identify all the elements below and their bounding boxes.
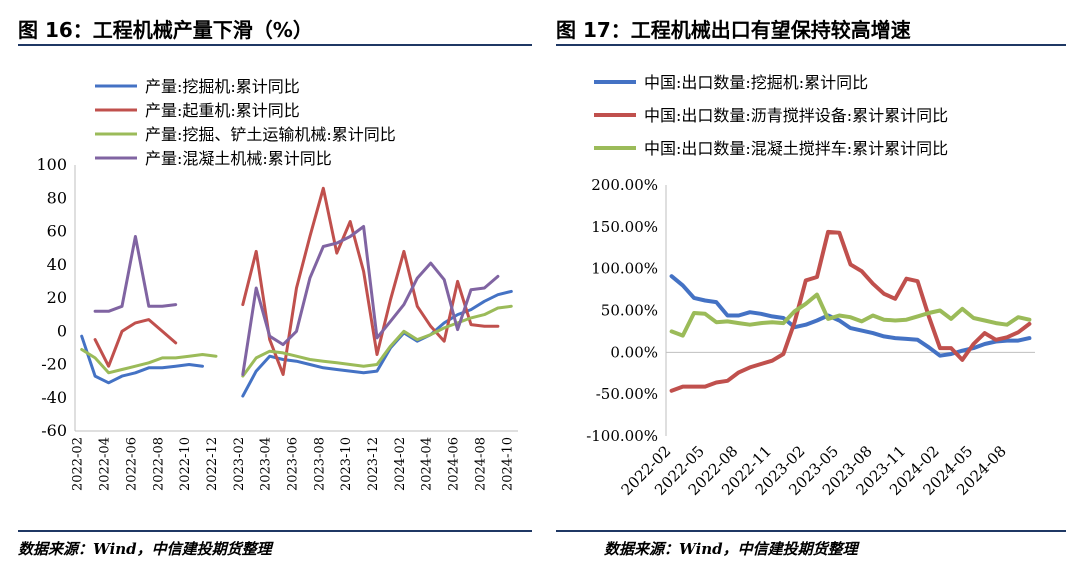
x-tick-label: 2023-10 — [339, 437, 354, 491]
right-title-rule — [556, 44, 1066, 46]
series-line-4 — [93, 225, 500, 376]
legend-label-3: 中国:出口数量:混凝土搅拌车:累计累计同比 — [644, 139, 948, 158]
legend-label-4: 产量:混凝土机械:累计同比 — [145, 149, 332, 168]
x-tick-label: 2022-06 — [124, 437, 139, 491]
x-tick-label: 2023-06 — [286, 437, 301, 491]
right-chart-title: 图 17：工程机械出口有望保持较高增速 — [556, 18, 911, 42]
x-tick-label: 2023-12 — [366, 437, 381, 491]
y-tick-label: 150.00% — [591, 218, 658, 236]
x-tick-label: 2022-04 — [98, 437, 113, 491]
x-tick-label: 2024-04 — [420, 437, 435, 491]
y-tick-label: -50.00% — [596, 385, 658, 403]
left-chart-title: 图 16：工程机械产量下滑（%） — [18, 18, 313, 42]
y-tick-label: -100.00% — [586, 427, 658, 445]
legend-label-1: 产量:挖掘机:累计同比 — [145, 77, 300, 96]
left-source-note: 数据来源：Wind，中信建投期货整理 — [18, 540, 272, 558]
y-tick-label: 60 — [47, 222, 67, 241]
y-tick-label: 200.00% — [591, 176, 658, 194]
x-tick-label: 2024-08 — [473, 437, 488, 491]
legend-label-3: 产量:挖掘、铲土运输机械:累计同比 — [145, 125, 396, 144]
series-line-3 — [669, 292, 1032, 338]
x-tick-label: 2022-12 — [205, 437, 220, 491]
y-tick-label: 0 — [57, 321, 67, 340]
x-tick-label: 2023-08 — [312, 437, 327, 491]
y-tick-label: -20 — [41, 355, 67, 374]
left-source-rule — [18, 530, 532, 532]
x-tick-label: 2022-10 — [178, 437, 193, 491]
x-tick-label: 2024-02 — [393, 437, 408, 491]
series-line-2 — [669, 229, 1032, 393]
series-line-2 — [93, 186, 500, 376]
y-tick-label: 50.00% — [601, 302, 658, 320]
legend-label-2: 中国:出口数量:沥青搅拌设备:累计累计同比 — [644, 106, 948, 125]
legend-label-2: 产量:起重机:累计同比 — [145, 101, 300, 120]
left-title-rule — [18, 44, 532, 46]
x-tick-label: 2024-06 — [447, 437, 462, 491]
x-tick-label: 2024-10 — [500, 437, 515, 491]
x-tick-label: 2023-04 — [259, 437, 274, 491]
y-tick-label: 40 — [47, 255, 67, 274]
x-tick-label: 2023-02 — [232, 437, 247, 491]
y-tick-label: -40 — [41, 388, 67, 407]
y-tick-label: 80 — [47, 188, 67, 207]
y-tick-label: 20 — [47, 288, 67, 307]
y-tick-label: -60 — [41, 421, 67, 440]
x-tick-label: 2022-08 — [151, 437, 166, 491]
right-source-note: 数据来源：Wind，中信建投期货整理 — [604, 540, 858, 558]
x-tick-label: 2022-02 — [71, 437, 86, 491]
y-tick-label: 0.00% — [610, 343, 658, 361]
right-source-rule — [556, 530, 1066, 532]
series-line-3 — [80, 304, 513, 378]
y-tick-label: 100.00% — [591, 260, 658, 278]
legend-label-1: 中国:出口数量:挖掘机:累计同比 — [644, 73, 868, 92]
y-tick-label: 100 — [36, 155, 67, 174]
